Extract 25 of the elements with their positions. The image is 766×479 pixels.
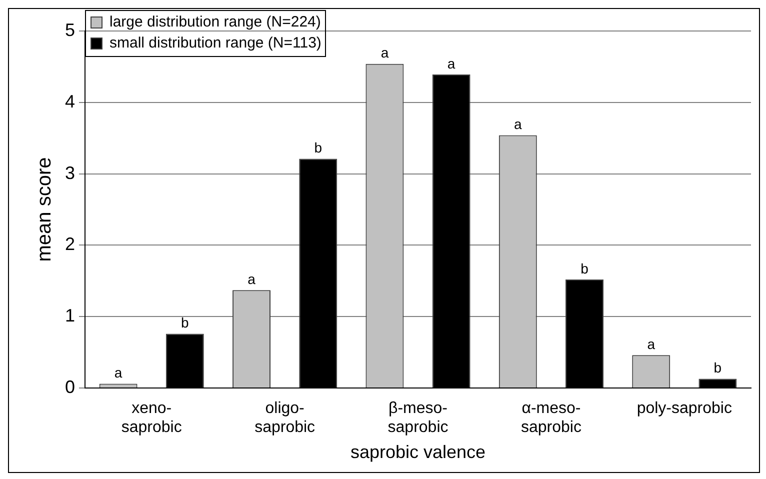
annotation: b (714, 360, 722, 376)
annotation: b (181, 314, 190, 331)
legend-label: large distribution range (N=224) (110, 14, 321, 31)
y-tick-label: 3 (64, 162, 76, 183)
y-tick-label: 4 (64, 91, 76, 112)
annotation: b (580, 260, 589, 276)
y-tick-label: 0 (64, 376, 76, 397)
x-tick-label: α-meso- saprobic (520, 400, 582, 436)
annotation: a (514, 116, 522, 132)
x-tick-label: poly-saprobic (636, 400, 732, 418)
y-tick-label: 5 (64, 20, 76, 40)
annotation: a (647, 336, 656, 352)
annotation: b (314, 140, 322, 156)
annotation: a (248, 271, 256, 288)
y-tick-label: 2 (64, 234, 76, 254)
x-tick-label: xeno- saprobic (121, 400, 182, 436)
y-axis-title: mean score (34, 157, 56, 262)
x-tick-label: oligo- saprobic (254, 400, 316, 436)
legend-label: small distribution range (N=113) (110, 34, 322, 52)
y-tick-label: 1 (64, 306, 76, 326)
x-axis-title: saprobic valence (350, 442, 486, 462)
annotation: a (447, 55, 456, 72)
x-tick-label: β-meso- saprobic (388, 400, 448, 436)
annotation: a (380, 44, 389, 61)
annotation: a (114, 364, 122, 381)
